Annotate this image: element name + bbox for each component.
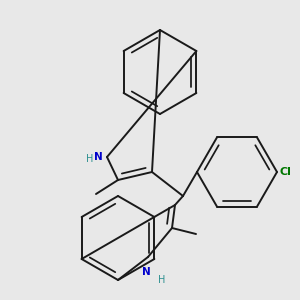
- Text: H: H: [158, 275, 165, 285]
- Text: Cl: Cl: [280, 167, 292, 177]
- Text: N: N: [94, 152, 103, 162]
- Text: H: H: [85, 154, 93, 164]
- Text: N: N: [142, 267, 150, 277]
